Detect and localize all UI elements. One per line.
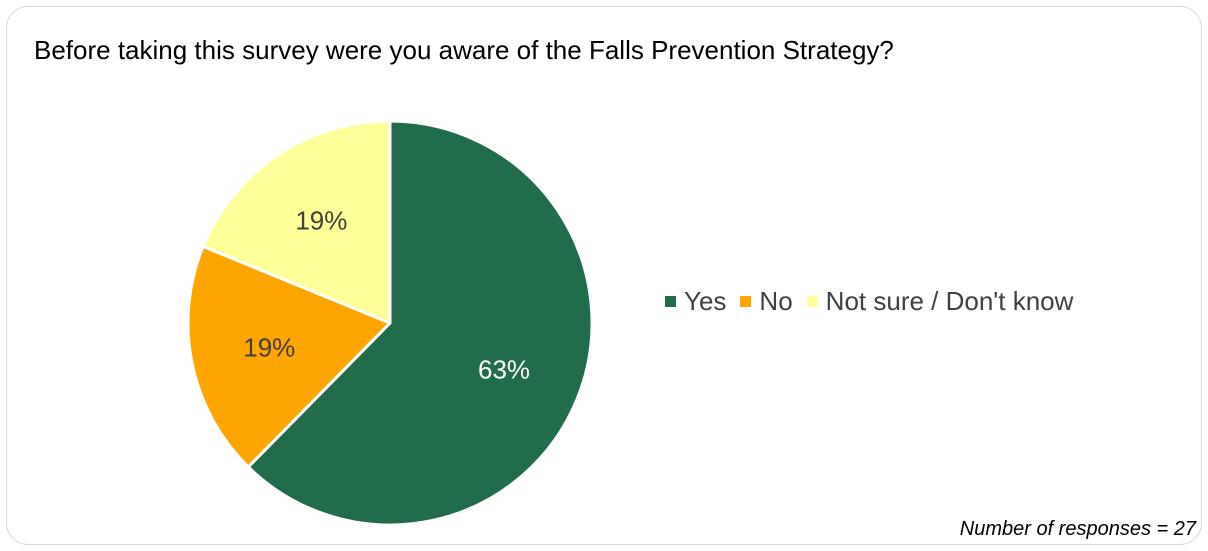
legend: Yes No Not sure / Don't know: [665, 286, 1073, 317]
legend-label-not-sure: Not sure / Don't know: [825, 286, 1074, 316]
pie-slice-no: [186, 244, 392, 469]
legend-item-no: No: [740, 286, 793, 317]
pie-slice-not-sure: [201, 119, 392, 325]
data-label-yes: 63%: [478, 355, 530, 385]
legend-label-yes: Yes: [684, 286, 727, 316]
legend-item-yes: Yes: [665, 286, 726, 317]
data-label-not-sure: 19%: [295, 206, 347, 236]
legend-swatch-no: [740, 296, 752, 307]
legend-swatch-yes: [665, 296, 676, 307]
legend-swatch-not-sure: [806, 296, 818, 307]
pie-slice-yes: [246, 119, 594, 527]
data-label-no: 19%: [243, 333, 295, 363]
legend-item-not-sure: Not sure / Don't know: [806, 286, 1074, 317]
legend-label-no: No: [759, 286, 793, 316]
chart-title: Before taking this survey were you aware…: [34, 35, 894, 65]
footnote-responses: Number of responses = 27: [959, 518, 1196, 540]
